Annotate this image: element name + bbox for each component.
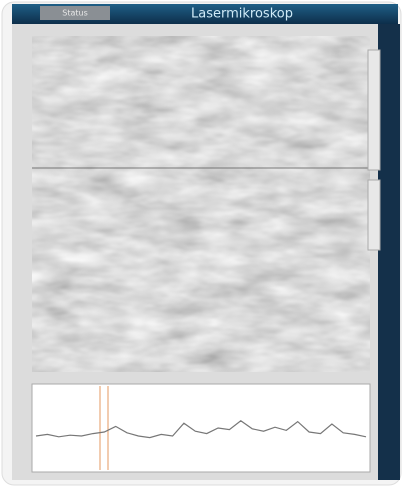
profile-line — [35, 420, 367, 439]
side-tab[interactable] — [367, 49, 381, 171]
right-toolbar — [378, 24, 400, 480]
side-tab[interactable] — [367, 179, 381, 251]
status-tab[interactable] — [40, 6, 110, 20]
tab-label: Status — [62, 9, 88, 18]
microscope-image — [32, 36, 370, 372]
header-title: Lasermikroskop — [191, 7, 293, 22]
profile-chart — [31, 383, 371, 473]
